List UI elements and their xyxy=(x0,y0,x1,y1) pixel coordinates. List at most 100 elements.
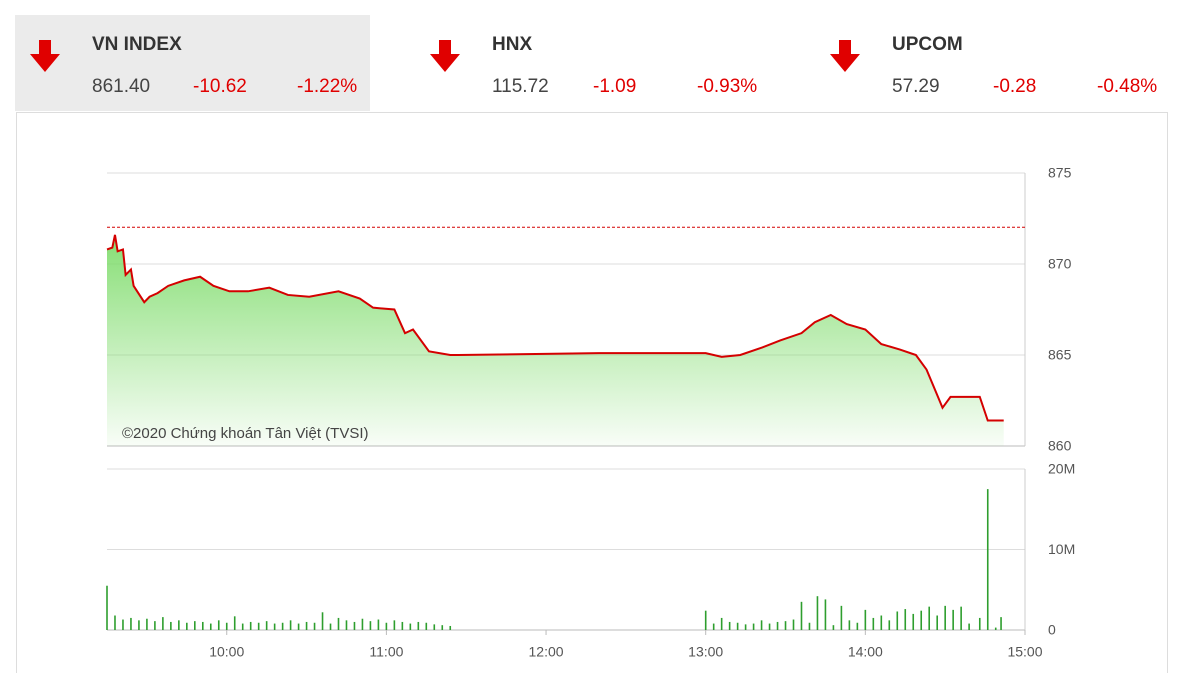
volume-bar xyxy=(848,620,851,630)
volume-bar xyxy=(904,609,907,630)
volume-bar xyxy=(377,619,380,630)
volume-bar xyxy=(257,622,260,630)
x-tick-label: 13:00 xyxy=(688,644,723,660)
volume-bar xyxy=(712,623,715,630)
volume-bar xyxy=(233,616,236,630)
volume-bar xyxy=(968,623,970,630)
index-change: -10.62 xyxy=(193,76,247,97)
volume-bar xyxy=(297,623,300,630)
volume-bar xyxy=(896,611,899,630)
volume-bar xyxy=(114,615,116,630)
volume-bar xyxy=(936,615,938,630)
volume-bar xyxy=(449,625,452,630)
volume-bar xyxy=(952,609,954,630)
y-tick-label: 0 xyxy=(1048,622,1056,638)
down-arrow xyxy=(830,40,860,72)
index-change: -1.09 xyxy=(593,76,636,97)
volume-bar xyxy=(305,621,308,630)
volume-bar xyxy=(170,621,172,630)
index-value: 115.72 xyxy=(492,76,549,97)
volume-bar xyxy=(194,621,196,630)
volume-bar xyxy=(345,620,348,630)
volume-bar xyxy=(744,624,747,630)
price-line xyxy=(106,234,1004,422)
x-tick-label: 11:00 xyxy=(369,644,403,660)
y-tick-label: 20M xyxy=(1048,461,1075,477)
x-tick-label: 12:00 xyxy=(529,644,564,660)
volume-bar xyxy=(856,622,859,630)
index-percent: -1.22% xyxy=(297,76,357,97)
volume-bar xyxy=(425,622,428,630)
volume-bar xyxy=(337,617,340,630)
volume-bar xyxy=(928,606,931,630)
area xyxy=(107,234,1004,446)
volume-bar xyxy=(249,621,252,630)
y-tick-label: 860 xyxy=(1048,438,1072,454)
down-arrow xyxy=(30,40,60,72)
volume-bar xyxy=(832,625,835,630)
volume-bar xyxy=(441,625,444,630)
volume-bar xyxy=(816,596,819,630)
chart-panel xyxy=(16,112,1168,678)
volume-bar xyxy=(776,621,779,630)
volume-bar xyxy=(704,610,707,630)
index-value: 57.29 xyxy=(892,76,940,97)
volume-bar xyxy=(824,599,827,630)
volume-bar xyxy=(154,621,156,630)
volume-bar xyxy=(393,620,396,630)
x-tick-label: 15:00 xyxy=(1007,644,1042,660)
index-change: -0.28 xyxy=(993,76,1036,97)
volume-bar xyxy=(728,621,731,630)
volume-bar xyxy=(361,618,364,630)
volume-bar xyxy=(162,617,164,630)
volume-bar xyxy=(880,615,883,630)
volume-bar xyxy=(409,623,412,630)
y-tick-label: 870 xyxy=(1048,256,1072,272)
volume-bar xyxy=(994,627,997,630)
volume-bar xyxy=(720,617,723,630)
down-arrow xyxy=(430,40,460,72)
volume-bar xyxy=(353,621,356,630)
volume-bar xyxy=(912,613,915,630)
x-tick-label: 10:00 xyxy=(209,644,244,660)
volume-bar xyxy=(792,619,795,630)
volume-bar xyxy=(209,623,212,630)
volume-bar xyxy=(273,623,276,630)
volume-bar xyxy=(385,622,388,630)
volume-bar xyxy=(808,622,811,630)
x-tick-label: 14:00 xyxy=(848,644,883,660)
index-name: VN INDEX xyxy=(92,34,182,55)
volume-bar xyxy=(186,622,188,630)
volume-bar xyxy=(784,621,787,630)
volume-bar xyxy=(321,612,324,630)
active-tab xyxy=(15,15,370,111)
volume-bar xyxy=(864,609,867,630)
volume-bar xyxy=(138,620,140,630)
volume-bar xyxy=(178,620,180,630)
volume-bar xyxy=(800,601,803,630)
volume-bar xyxy=(986,489,989,630)
volume-bar xyxy=(752,623,755,630)
volume-bar xyxy=(768,623,771,630)
volume-bar xyxy=(417,621,420,630)
y-tick-label: 865 xyxy=(1048,347,1072,363)
volume-bar xyxy=(872,617,875,630)
volume-bar xyxy=(146,618,148,630)
volume-bar xyxy=(433,624,436,630)
y-tick-label: 875 xyxy=(1048,165,1072,181)
volume-bar xyxy=(369,621,372,630)
index-percent: -0.48% xyxy=(1097,76,1157,97)
volume-bar xyxy=(888,620,891,630)
volume-bar xyxy=(201,621,204,630)
volume-bar xyxy=(313,622,316,630)
volume-bar xyxy=(944,605,946,630)
volume-bar xyxy=(225,622,228,630)
volume-bar xyxy=(401,621,404,630)
volume-bar xyxy=(217,620,220,630)
index-percent: -0.93% xyxy=(697,76,757,97)
y-tick-label: 10M xyxy=(1048,541,1075,557)
volume-bar xyxy=(281,622,284,630)
volume-bar xyxy=(920,610,923,630)
index-name: UPCOM xyxy=(892,34,963,55)
